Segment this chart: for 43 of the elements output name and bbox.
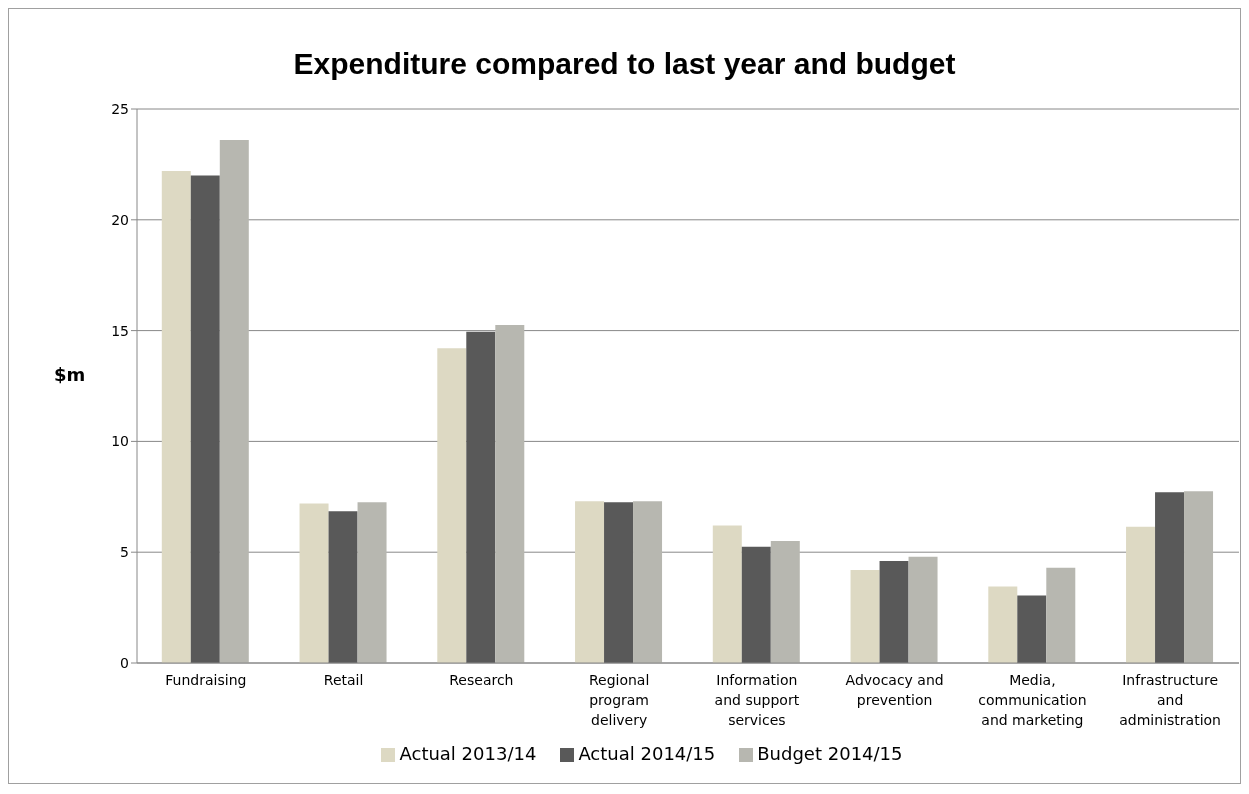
x-tick-label: Regional program delivery [588,672,650,728]
legend-label: Actual 2014/15 [578,743,716,764]
bar [328,511,358,663]
bar [604,502,634,663]
bar [495,325,525,663]
x-tick-label: Infrastructure and administration [1119,672,1221,728]
chart-title: Expenditure compared to last year and budget [292,47,957,81]
y-tick-label: 25 [111,100,129,117]
y-tick-label: 5 [120,544,129,561]
x-tick-label: Fundraising [165,672,247,688]
bar [466,331,496,663]
y-tick-label: 0 [120,654,129,671]
bar [1126,526,1156,663]
bar [161,171,191,663]
y-tick-label: 20 [111,211,129,228]
bar [770,541,800,663]
bar [190,175,220,663]
x-tick-label: Research [449,672,514,688]
bar [908,556,938,663]
x-tick-label: Retail [323,672,364,688]
bar [299,503,329,663]
bar [219,140,249,663]
bar [850,569,880,663]
bar [1046,567,1076,663]
x-tick-label: Advocacy and prevention [845,672,944,708]
bar [633,501,663,663]
bar [575,501,605,663]
bar [712,525,742,663]
x-tick-label: Information and support services [714,672,800,728]
bar [357,502,387,663]
bar [1017,595,1047,663]
bar [1155,492,1185,663]
y-tick-label: 15 [111,322,129,339]
bar [437,348,467,663]
legend-label: Budget 2014/15 [757,743,903,764]
bar [741,546,771,663]
y-axis-title: $m [54,364,86,385]
bar [1184,491,1214,663]
y-tick-label: 10 [111,433,129,450]
bar [879,561,909,663]
legend-label: Actual 2013/14 [399,743,537,764]
x-tick-label: Media, communication and marketing [978,672,1087,728]
bar [988,586,1018,663]
